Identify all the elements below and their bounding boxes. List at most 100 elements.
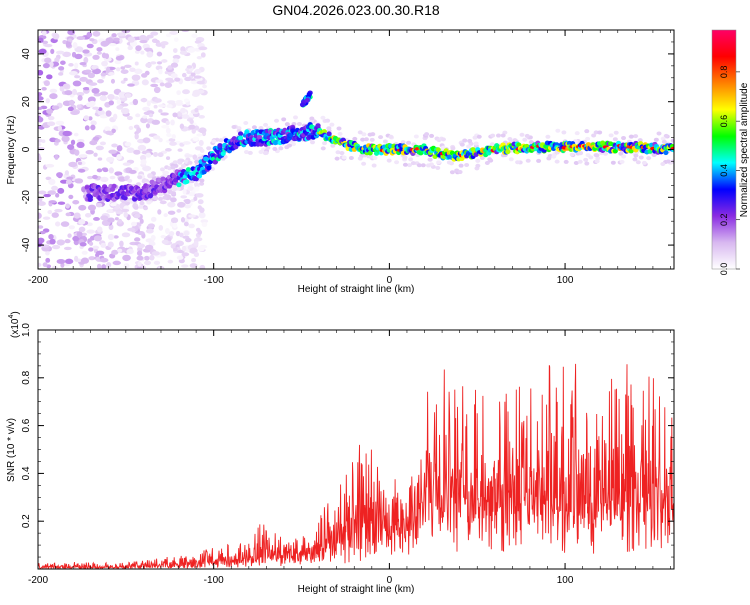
spectrogram-cell [157,196,163,201]
spectrogram-cell [190,80,199,85]
spectrogram-cell [170,217,179,224]
spectrogram-cell [83,56,89,64]
spectrogram-cell [60,221,70,227]
spectrogram-cell [569,152,575,157]
spectrogram-cell [62,39,67,45]
spectrogram-cell [199,178,205,183]
spectrogram-cell [194,107,199,113]
spectrogram-cell [310,140,316,145]
snr-y-tick-label: 0.8 [21,370,32,384]
spectrogram-cell [70,110,80,116]
spectrogram-cell [651,152,657,157]
spectrogram-cell [175,230,181,237]
spectrogram-cell [100,242,107,248]
spectrogram-cell [195,227,201,232]
spectrogram-cell [660,136,666,141]
spectrogram-cell [293,115,299,120]
spectrogram-cell [133,205,139,210]
snr-x-label: Height of straight line (km) [298,584,415,595]
spectrogram-cell [272,146,278,151]
colorbar-label: Normalized spectral amplitude [739,82,750,217]
spectrogram-cell [184,179,190,185]
spectrogram-cell [132,196,138,202]
spectrogram-cell [577,159,583,164]
spectrogram-cell [42,216,51,220]
spectrogram-cell [660,162,666,167]
spectrogram-cell [490,133,496,138]
spectrogram-cell [83,115,90,121]
spectrogram-cell [563,159,569,164]
spectrogram-cell [108,167,114,174]
spectrogram-cell [127,45,133,51]
spectrogram-cell [466,144,472,149]
spectrogram-cell [57,125,63,131]
spectrogram-cell [597,130,603,135]
spectrogram-cell [166,104,173,109]
spectrogram-cell [145,123,151,129]
spectrogram-cell [167,210,176,215]
spectrogram-cell [142,106,151,112]
spectrogram-cell [446,160,452,165]
spectrogram-cell [88,241,94,246]
spectrogram-cell [140,98,148,103]
spectrogram-cell [101,52,107,59]
spectrogram-cell [100,176,109,183]
spectrogram-cell [158,224,164,231]
colorbar-tick-label: 0.8 [719,66,729,79]
spectrogram-cell [198,127,207,134]
spectrogram-cell [66,176,74,180]
spectrogram-cell [167,259,174,264]
spectrogram-cell [371,163,377,168]
spectrogram-cell [120,208,130,213]
spectrogram-cell [137,261,142,267]
spectrogram-cell [38,225,44,229]
spectrogram-cell [116,145,123,152]
spectrogram-cell [67,30,76,35]
spectrogram-cell [435,147,441,153]
spectrogram-cell [196,133,203,137]
spectrogram-cell [656,131,662,136]
spectrogram-cell [128,125,134,131]
spectrogram-cell [145,62,152,68]
spectrogram-cell [130,221,137,227]
spectrogram-cell [116,99,122,105]
spectrogram-cell [128,169,137,174]
spectrogram-cell [59,86,65,92]
spectrogram-cell [145,244,154,251]
spectrogram-cell [64,90,73,96]
spectrogram-cell [175,101,184,106]
spectrogram-cell [38,106,43,111]
spectrogram-cell [151,176,157,181]
spectrogram-cell [119,96,128,102]
spectrogram-cell [54,139,61,143]
spectrogram-cell [110,202,117,207]
spectrogram-cell [45,163,55,168]
spectrogram-cell [64,258,74,265]
spectrogram-cell [440,137,446,142]
spectrogram-cell [57,187,65,194]
spectrogram-cell [440,145,446,150]
spectrogram-cell [117,248,123,253]
spectrogram-cell [632,157,638,162]
spectrogram-cell [583,157,589,162]
spectrogram-cell [637,138,643,143]
spectrogram-cell [68,161,78,168]
spectrogram-cell [484,160,490,165]
spectrogram-cell [77,168,86,173]
spectrogram-cell [663,133,669,138]
spectrogram-cell [265,145,271,150]
spectrogram-cell [129,67,136,73]
spectrogram-cell [89,140,98,146]
spectrogram-cell [60,60,66,65]
spectrogram-cell [195,89,205,94]
spectrogram-cell [92,54,100,60]
spectrogram-cell [99,114,108,119]
spectrogram-cell [52,33,60,40]
spectrogram-cell [124,64,132,68]
spectrogram-cell [263,122,269,127]
spectrogram-cell [38,201,46,207]
spectrogram-cell [147,173,153,179]
spectrogram-cell [274,118,280,123]
spectrogram-cell [196,80,205,85]
